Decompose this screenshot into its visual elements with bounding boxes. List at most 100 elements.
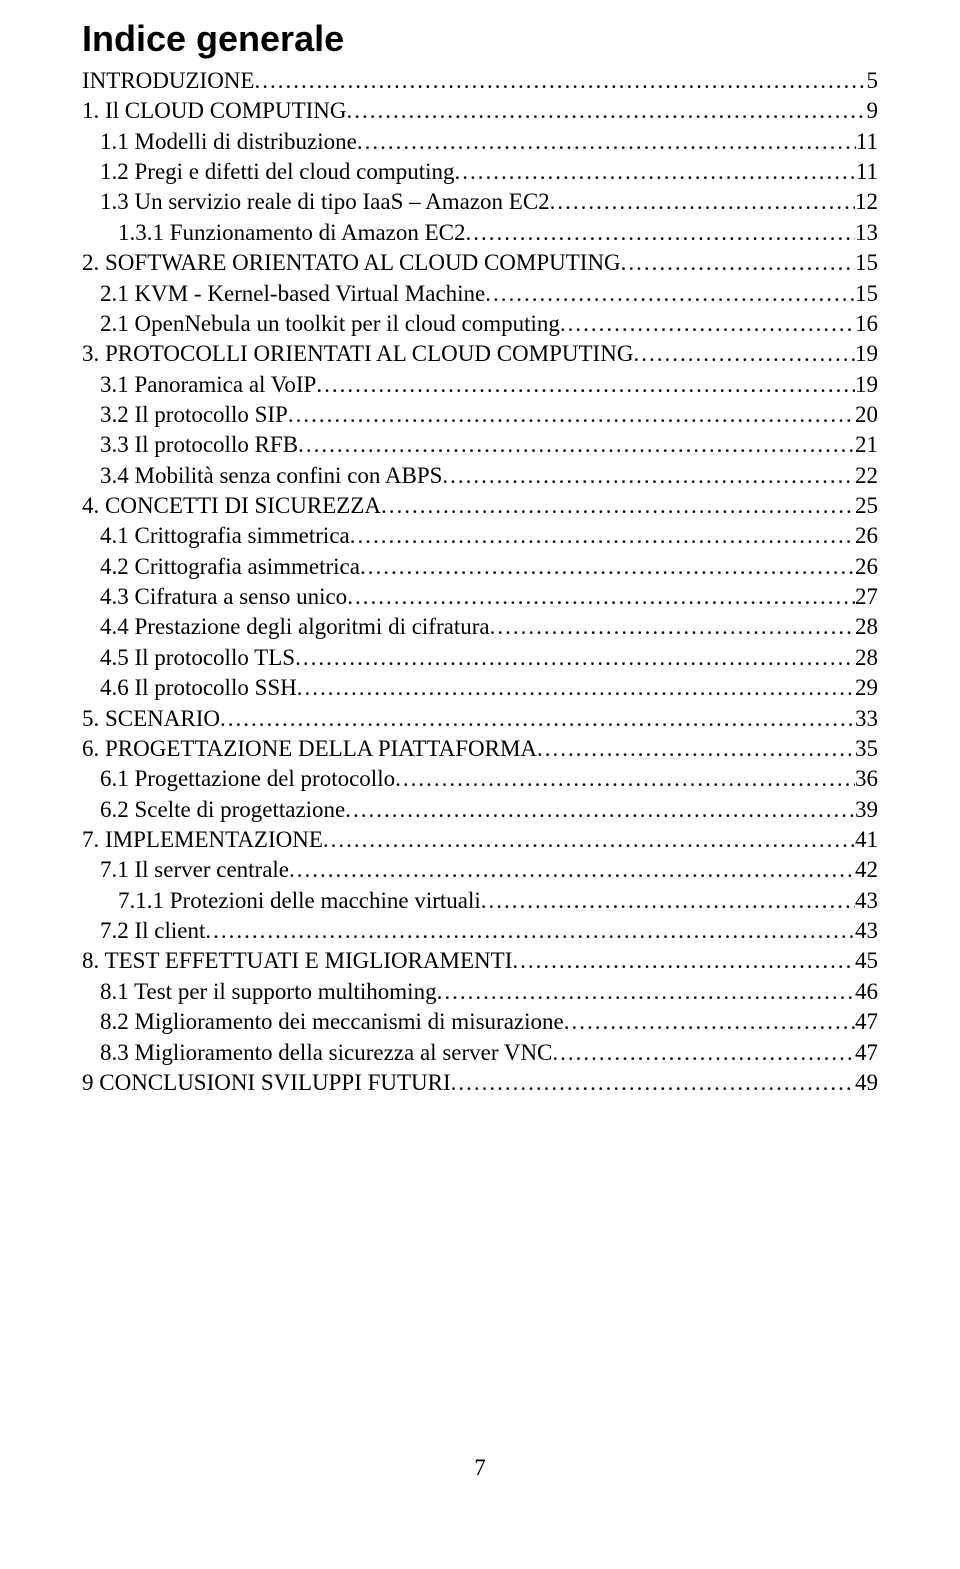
toc-dots (455, 157, 856, 187)
toc-entry-label: 9 CONCLUSIONI SVILUPPI FUTURI (82, 1068, 451, 1098)
toc-entry-label: 4.3 Cifratura a senso unico (82, 582, 347, 612)
toc-entry-page: 25 (855, 491, 878, 521)
toc-entry-page: 42 (855, 855, 878, 885)
toc-entry-label: 1.2 Pregi e difetti del cloud computing (82, 157, 455, 187)
toc-entry-page: 5 (867, 66, 879, 96)
toc-entry-page: 13 (855, 218, 878, 248)
toc-entry-page: 47 (855, 1007, 878, 1037)
toc-entry-page: 19 (855, 339, 878, 369)
toc-entry-page: 15 (855, 279, 878, 309)
toc-entry: 4.5 Il protocollo TLS 28 (82, 643, 878, 673)
toc-entry: 3.2 Il protocollo SIP20 (82, 400, 878, 430)
toc-entry-page: 11 (856, 157, 878, 187)
toc-entry: 7. IMPLEMENTAZIONE 41 (82, 825, 878, 855)
toc-entry-label: 4.4 Prestazione degli algoritmi di cifra… (82, 612, 490, 642)
page-title: Indice generale (82, 18, 878, 60)
toc-entry: 6.1 Progettazione del protocollo 36 (82, 764, 878, 794)
toc-entry: 3.4 Mobilità senza confini con ABPS22 (82, 461, 878, 491)
toc-entry: 3.3 Il protocollo RFB21 (82, 430, 878, 460)
toc-dots (357, 127, 856, 157)
toc-dots (254, 66, 866, 96)
toc-dots (205, 916, 855, 946)
toc-entry-page: 21 (855, 430, 878, 460)
toc-entry-page: 28 (855, 612, 878, 642)
toc-entry-page: 26 (855, 552, 878, 582)
toc-entry-label: 8.2 Miglioramento dei meccanismi di misu… (82, 1007, 564, 1037)
toc-entry-page: 11 (856, 127, 878, 157)
toc-entry-page: 43 (855, 916, 878, 946)
toc-entry: 4.4 Prestazione degli algoritmi di cifra… (82, 612, 878, 642)
toc-entry-page: 46 (855, 977, 878, 1007)
toc-dots (552, 1038, 855, 1068)
toc-entry-label: 2. SOFTWARE ORIENTATO AL CLOUD COMPUTING (82, 248, 621, 278)
toc-dots (621, 248, 855, 278)
toc-entry-page: 45 (855, 946, 878, 976)
toc-entry-page: 33 (855, 704, 878, 734)
toc-entry: 2. SOFTWARE ORIENTATO AL CLOUD COMPUTING… (82, 248, 878, 278)
toc-entry: 2.1 KVM - Kernel-based Virtual Machine15 (82, 279, 878, 309)
toc-entry: 4.1 Crittografia simmetrica26 (82, 521, 878, 551)
toc-entry-page: 9 (867, 96, 879, 126)
toc-entry-label: 4.1 Crittografia simmetrica (82, 521, 350, 551)
toc-dots (442, 461, 855, 491)
toc-entry-label: 6.2 Scelte di progettazione (82, 795, 345, 825)
toc-dots (451, 1068, 855, 1098)
toc-entry-page: 43 (855, 886, 878, 916)
toc-entry: 7.1.1 Protezioni delle macchine virtuali… (82, 886, 878, 916)
toc-dots (537, 734, 855, 764)
toc-entry: 4. CONCETTI DI SICUREZZA25 (82, 491, 878, 521)
toc-entry-label: 7.1.1 Protezioni delle macchine virtuali (82, 886, 481, 916)
toc-dots (360, 552, 855, 582)
toc-entry: 1. Il CLOUD COMPUTING9 (82, 96, 878, 126)
toc-entry: 3. PROTOCOLLI ORIENTATI AL CLOUD COMPUTI… (82, 339, 878, 369)
toc-entry: 7.1 Il server centrale42 (82, 855, 878, 885)
toc-entry: 8.1 Test per il supporto multihoming46 (82, 977, 878, 1007)
toc-entry: 2.1 OpenNebula un toolkit per il cloud c… (82, 309, 878, 339)
toc-dots (289, 855, 855, 885)
toc-entry-label: 8.3 Miglioramento della sicurezza al ser… (82, 1038, 552, 1068)
toc-entry-page: 28 (855, 643, 878, 673)
toc-entry-label: 5. SCENARIO (82, 704, 220, 734)
toc-entry: 9 CONCLUSIONI SVILUPPI FUTURI 49 (82, 1068, 878, 1098)
toc-entry-page: 41 (855, 825, 878, 855)
toc-dots (220, 704, 855, 734)
toc-dots (512, 946, 855, 976)
toc-entry-label: 3. PROTOCOLLI ORIENTATI AL CLOUD COMPUTI… (82, 339, 633, 369)
toc-entry-label: 8. TEST EFFETTUATI E MIGLIORAMENTI (82, 946, 512, 976)
toc-dots (564, 1007, 855, 1037)
toc-entry: INTRODUZIONE 5 (82, 66, 878, 96)
toc-dots (288, 400, 855, 430)
toc-entry: 6. PROGETTAZIONE DELLA PIATTAFORMA35 (82, 734, 878, 764)
toc-dots (481, 886, 855, 916)
toc-dots (395, 764, 855, 794)
toc-dots (295, 643, 855, 673)
toc-dots (485, 279, 855, 309)
toc-dots (633, 339, 855, 369)
toc-entry-label: 1.3 Un servizio reale di tipo IaaS – Ama… (82, 187, 550, 217)
toc-entry-label: INTRODUZIONE (82, 66, 254, 96)
toc-entry-page: 47 (855, 1038, 878, 1068)
toc-entry-page: 36 (855, 764, 878, 794)
toc-entry-label: 1.3.1 Funzionamento di Amazon EC2 (82, 218, 466, 248)
toc-entry: 8. TEST EFFETTUATI E MIGLIORAMENTI 45 (82, 946, 878, 976)
toc-entry-page: 29 (855, 673, 878, 703)
toc-entry: 5. SCENARIO 33 (82, 704, 878, 734)
toc-entry-page: 49 (855, 1068, 878, 1098)
toc-entry-label: 7. IMPLEMENTAZIONE (82, 825, 323, 855)
toc-entry-label: 3.2 Il protocollo SIP (82, 400, 288, 430)
toc-dots (297, 673, 855, 703)
toc-entry-label: 2.1 OpenNebula un toolkit per il cloud c… (82, 309, 560, 339)
toc-entry: 4.3 Cifratura a senso unico 27 (82, 582, 878, 612)
toc-dots (560, 309, 855, 339)
toc-dots (323, 825, 855, 855)
toc-entry-page: 22 (855, 461, 878, 491)
toc-dots (381, 491, 855, 521)
toc-entry-page: 27 (855, 582, 878, 612)
toc-entry-label: 1.1 Modelli di distribuzione (82, 127, 357, 157)
toc-entry-label: 6.1 Progettazione del protocollo (82, 764, 395, 794)
toc-entry-page: 19 (855, 370, 878, 400)
toc-entry-label: 4.5 Il protocollo TLS (82, 643, 295, 673)
toc-dots (490, 612, 855, 642)
toc-entry-page: 35 (855, 734, 878, 764)
toc-dots (466, 218, 855, 248)
